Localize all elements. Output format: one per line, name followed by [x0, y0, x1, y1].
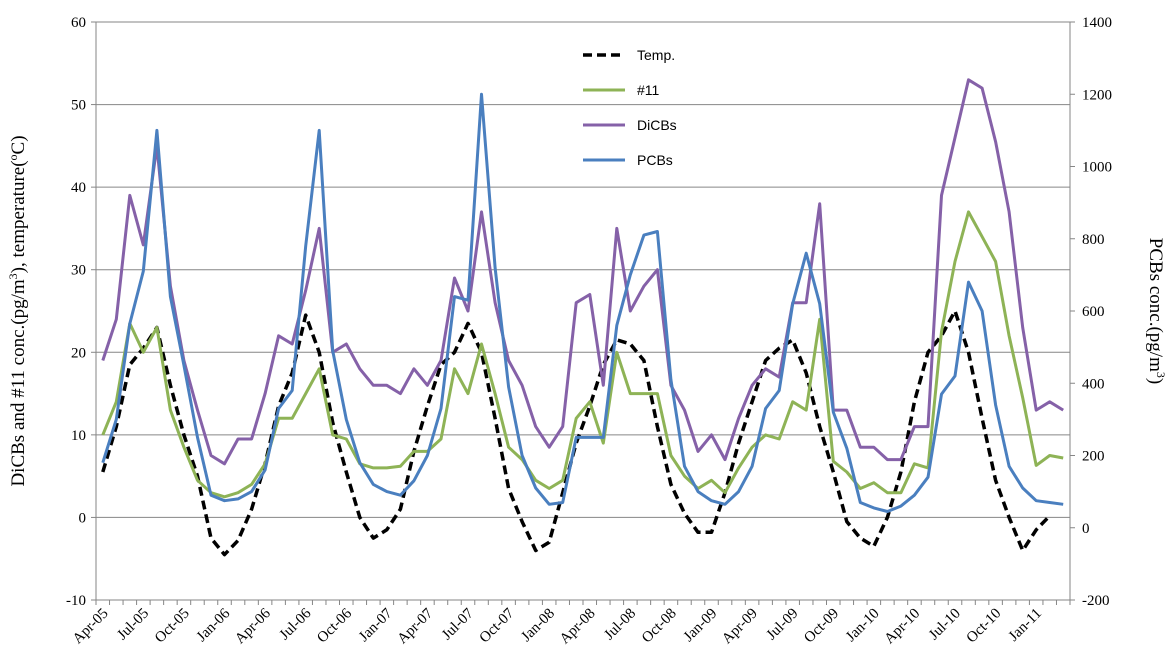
right-tick-label: 1200	[1082, 87, 1112, 103]
left-tick-label: 10	[71, 428, 86, 444]
x-tick-label: Jul-07	[439, 605, 477, 643]
x-tick-label: Oct-08	[639, 606, 680, 647]
x-tick-label: Jan-07	[356, 605, 396, 645]
right-y-axis-ticks: -200 0 200 400 600 800 1000 1200 1400	[1070, 15, 1112, 609]
left-y-axis-ticks: -10 0 10 20 30 40 50 60	[66, 15, 96, 609]
x-tick-label: Oct-06	[314, 605, 355, 646]
x-tick-label: Jan-08	[518, 606, 558, 646]
left-tick-label: 20	[71, 345, 86, 361]
x-tick-label: Oct-07	[477, 605, 518, 646]
x-tick-label: Apr-10	[882, 606, 924, 648]
gridlines	[96, 104, 1070, 518]
x-tick-label: Jan-11	[1006, 606, 1045, 645]
y-axis-left-title: DiCBs and #11 conc.(pg/m3), temperature(…	[6, 135, 29, 486]
left-tick-label: 30	[71, 263, 86, 279]
x-tick-label: Jan-06	[194, 605, 234, 645]
x-tick-label: Jul-09	[764, 606, 802, 644]
x-tick-label: Jul-08	[601, 606, 639, 644]
right-tick-label: 800	[1082, 232, 1105, 248]
x-tick-label: Oct-05	[152, 606, 193, 647]
series-line-pcbs	[101, 92, 1064, 513]
right-tick-label: 600	[1082, 304, 1105, 320]
x-tick-label: Apr-09	[719, 606, 761, 648]
series-line-temp	[101, 309, 1051, 557]
legend-label-pcbs: PCBs	[637, 152, 673, 168]
left-tick-label: 0	[79, 510, 87, 526]
x-tick-label: Oct-10	[964, 606, 1005, 647]
right-tick-label: 1400	[1082, 15, 1112, 31]
right-tick-label: 400	[1082, 376, 1105, 392]
legend: Temp. #11 DiCBs PCBs	[583, 47, 677, 168]
x-tick-label: Jul-06	[277, 605, 315, 643]
x-tick-label: Jul-05	[114, 606, 152, 644]
y-axis-right-title: PCBs conc.(pg/m3)	[1145, 238, 1168, 384]
left-tick-label: 50	[71, 98, 86, 114]
left-tick-label: 40	[71, 180, 86, 196]
legend-label-dicbs: DiCBs	[637, 117, 677, 133]
series-lines	[101, 78, 1064, 557]
right-tick-label: 1000	[1082, 160, 1112, 176]
left-tick-label: -10	[66, 593, 86, 609]
x-tick-label: Apr-05	[70, 606, 112, 648]
right-tick-label: 0	[1082, 521, 1090, 537]
left-tick-label: 60	[71, 15, 86, 31]
x-tick-label: Apr-07	[395, 605, 437, 647]
x-tick-label: Jan-10	[843, 606, 883, 646]
x-tick-label: Jul-10	[926, 606, 964, 644]
x-tick-label: Jan-09	[681, 606, 721, 646]
x-tick-label: Apr-08	[557, 606, 599, 648]
x-tick-label: Oct-09	[801, 606, 842, 647]
right-tick-label: 200	[1082, 449, 1105, 465]
legend-label-11: #11	[637, 82, 660, 98]
right-tick-label: -200	[1082, 593, 1110, 609]
series-line-dicbs	[101, 78, 1064, 466]
x-tick-label: Apr-06	[232, 605, 274, 647]
legend-label-temp: Temp.	[637, 47, 675, 63]
plot-area	[95, 21, 1071, 601]
series-line-11	[101, 210, 1064, 499]
